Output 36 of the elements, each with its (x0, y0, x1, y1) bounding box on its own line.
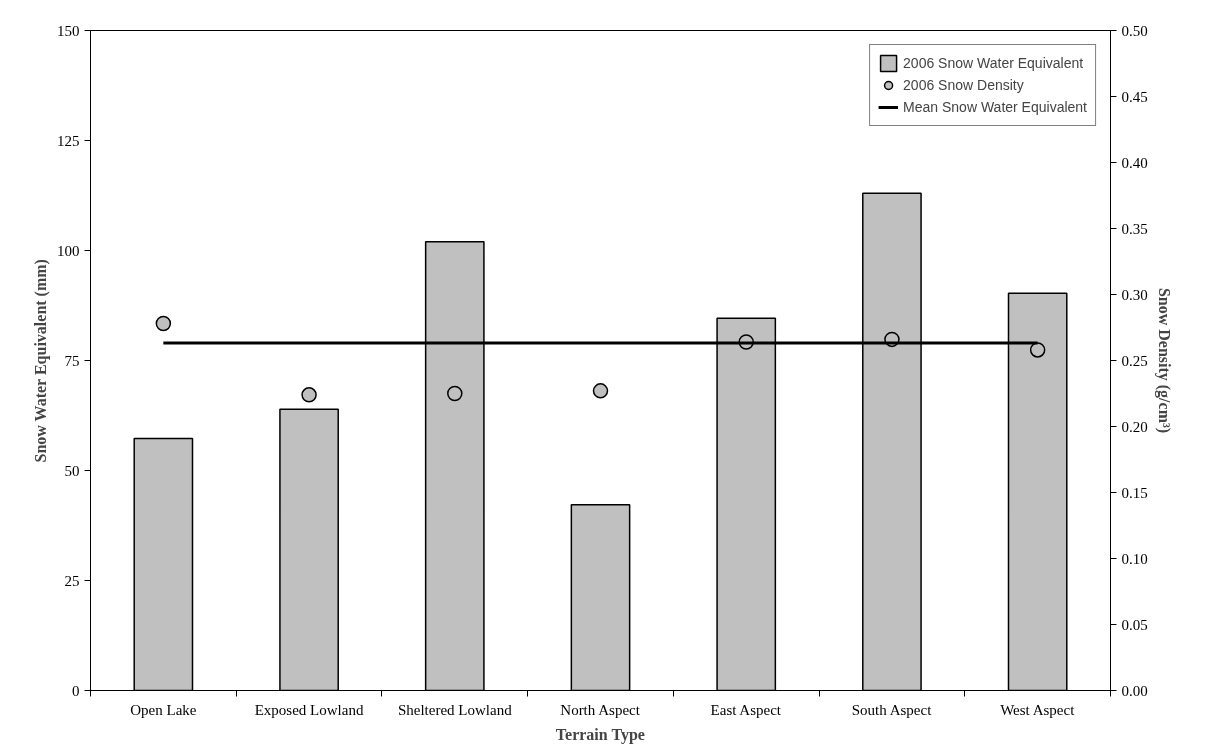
x-tick-label: Exposed Lowland (254, 701, 364, 718)
y2-tick-label: 0.20 (1121, 418, 1148, 435)
y2-tick-label: 0.00 (1121, 682, 1148, 699)
legend-label: 2006 Snow Density (903, 77, 1024, 93)
legend-label: 2006 Snow Water Equivalent (903, 55, 1084, 71)
point (155, 315, 172, 332)
y2-tick-label: 0.15 (1121, 484, 1148, 501)
y-tick-label: 150 (57, 22, 80, 39)
y-axis-title: Snow Water Equivalent (mm) (32, 259, 50, 463)
point (1029, 342, 1046, 358)
y2-tick-label: 0.10 (1121, 550, 1148, 567)
y-tick-label: 50 (64, 462, 80, 479)
y-tick-label: 125 (57, 132, 80, 149)
y2-tick-label: 0.50 (1121, 22, 1148, 39)
x-tick-label: South Aspect (851, 701, 933, 718)
x-tick-label: East Aspect (710, 701, 782, 718)
y2-tick-label: 0.35 (1121, 220, 1148, 237)
point (301, 387, 317, 403)
y2-tick-label: 0.25 (1121, 352, 1148, 369)
x-tick-label: Sheltered Lowland (397, 701, 513, 718)
x-tick-label: West Aspect (1000, 701, 1076, 718)
x-tick-label: Open Lake (130, 701, 197, 718)
x-axis-title: Terrain Type (555, 725, 645, 744)
legend-label: Mean Snow Water Equivalent (903, 99, 1087, 115)
y-tick-label: 0 (72, 682, 80, 699)
point (592, 383, 609, 399)
y2-tick-label: 0.05 (1121, 616, 1148, 633)
y2-tick-label: 0.45 (1121, 88, 1148, 105)
x-tick-label: North Aspect (560, 701, 641, 718)
y2-tick-label: 0.30 (1121, 286, 1148, 303)
y2-tick-label: 0.40 (1121, 154, 1148, 171)
y2-axis-title: Snow Density (g/cm³) (1154, 287, 1173, 434)
y-tick-label: 100 (57, 242, 80, 259)
y-tick-label: 25 (64, 572, 80, 589)
point (447, 385, 463, 402)
y-tick-label: 75 (64, 352, 80, 369)
